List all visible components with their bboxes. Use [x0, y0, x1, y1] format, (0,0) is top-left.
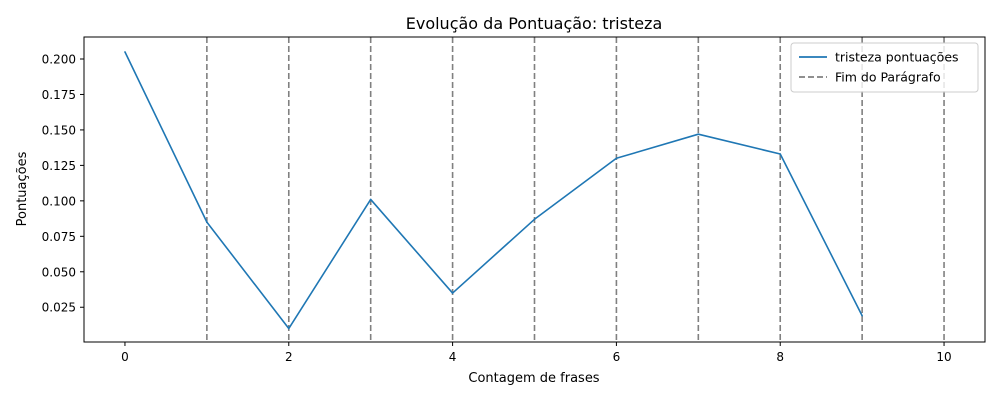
legend-label-series: tristeza pontuações: [835, 50, 959, 65]
data-point-0-0: [124, 51, 126, 53]
data-point-0-3: [369, 198, 372, 201]
y-tick-label-6: 0.175: [42, 88, 76, 102]
data-point-0-2: [287, 327, 290, 330]
chart-title: Evolução da Pontuação: tristeza: [406, 14, 663, 33]
legend-box: [790, 42, 979, 93]
series-group: [124, 51, 863, 330]
plot-frame: [83, 36, 986, 343]
x-tick-label-3: 6: [613, 350, 621, 364]
data-point-0-8: [779, 153, 782, 155]
y-axis: 0.025 0.050 0.075 0.100 0.125 0.150 0.175 0.200: [42, 52, 84, 315]
data-point-0-1: [206, 221, 208, 223]
x-tick-label-4: 8: [776, 350, 784, 364]
data-point-0-4: [451, 292, 454, 294]
x-tick-label-5: 10: [936, 350, 951, 364]
y-tick-label-1: 0.050: [42, 265, 76, 279]
y-tick-label-4: 0.125: [42, 159, 76, 173]
legend-label-vlines: Fim do Parágrafo: [835, 70, 941, 85]
legend: tristeza pontuações Fim do Parágrafo: [790, 42, 979, 93]
x-axis: 0 2 4 6 8 10: [121, 342, 952, 364]
data-point-0-9: [861, 314, 863, 317]
data-point-0-5: [533, 218, 536, 221]
x-tick-label-2: 4: [449, 350, 457, 364]
x-tick-label-0: 0: [121, 350, 129, 364]
data-point-0-7: [697, 133, 700, 135]
y-tick-label-7: 0.200: [42, 52, 76, 66]
y-axis-label: Pontuações: [15, 151, 30, 226]
y-tick-label-0: 0.025: [42, 301, 76, 315]
x-tick-label-1: 2: [285, 350, 293, 364]
series-line-0: [124, 51, 863, 330]
x-axis-label: Contagem de frases: [468, 371, 599, 386]
data-point-0-6: [615, 157, 618, 160]
y-tick-label-5: 0.150: [42, 123, 76, 137]
y-tick-label-2: 0.075: [42, 230, 76, 244]
y-tick-label-3: 0.100: [42, 194, 76, 208]
